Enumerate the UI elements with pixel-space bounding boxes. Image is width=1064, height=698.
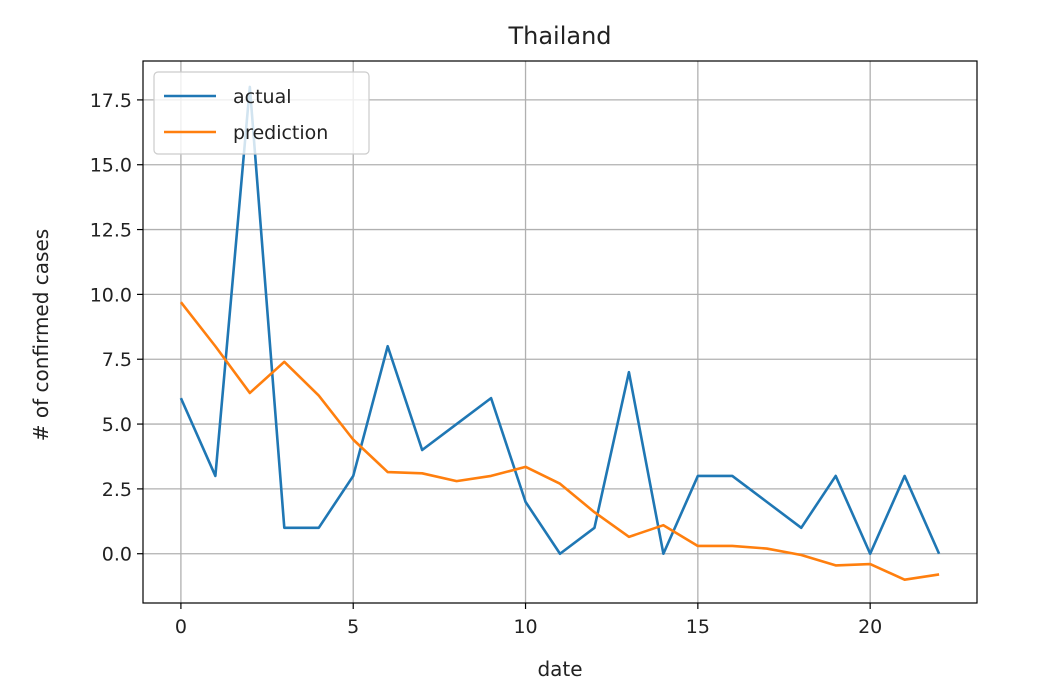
x-tick-label: 10	[513, 616, 537, 638]
x-tick-label: 0	[175, 616, 187, 638]
y-tick-label: 7.5	[102, 349, 132, 371]
y-tick-label: 0.0	[102, 544, 132, 566]
y-axis-label: # of confirmed cases	[29, 229, 53, 441]
y-tick-label: 15.0	[90, 155, 132, 177]
y-tick-label: 2.5	[102, 479, 132, 501]
x-tick-label: 5	[347, 616, 359, 638]
y-tick-label: 12.5	[90, 220, 132, 242]
y-tick-label: 10.0	[90, 284, 132, 306]
chart-title: Thailand	[507, 22, 611, 50]
x-tick-label: 20	[858, 616, 882, 638]
y-tick-label: 5.0	[102, 414, 132, 436]
y-tick-label: 17.5	[90, 90, 132, 112]
legend-label-actual: actual	[233, 86, 292, 108]
x-tick-label: 15	[686, 616, 710, 638]
x-axis-label: date	[537, 657, 582, 681]
legend-label-prediction: prediction	[233, 122, 328, 144]
legend: actual prediction	[154, 72, 369, 154]
